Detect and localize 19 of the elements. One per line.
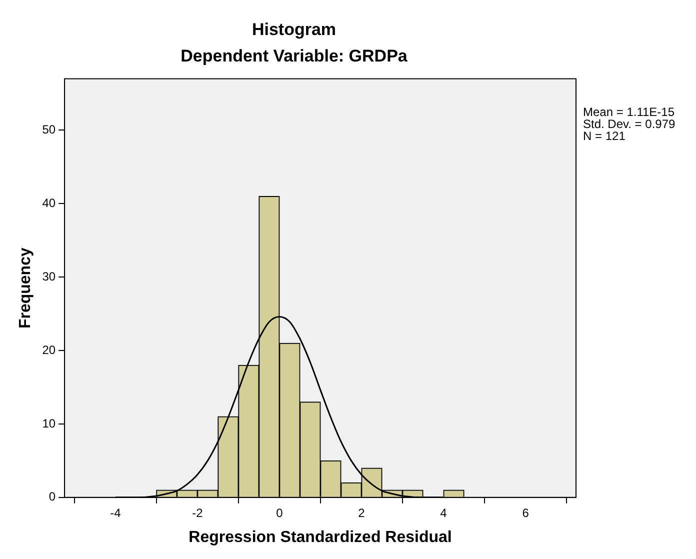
text: Mean = 1.11E-15 — [583, 105, 675, 120]
y-tick-label: 0 — [48, 490, 56, 504]
y-tick-label: 10 — [42, 416, 56, 430]
text: N = 121 — [583, 129, 626, 144]
y-tick-label: 20 — [42, 342, 56, 357]
x-tick-label: -2 — [192, 506, 204, 520]
x-tick-label: 4 — [440, 506, 448, 520]
text: Std. Dev. = 0.979 — [583, 117, 676, 132]
y-tick-label: 50 — [42, 122, 56, 137]
x-tick-label: -4 — [110, 506, 122, 520]
y-axis-title: Frequency — [17, 248, 34, 329]
x-tick-label: 6 — [522, 506, 530, 520]
y-tick-label: 40 — [42, 196, 56, 210]
y-tick-label: 30 — [42, 269, 56, 284]
x-tick-label: 0 — [276, 506, 284, 520]
x-tick-label: 2 — [358, 506, 366, 520]
chart-title: Histogram — [252, 20, 336, 39]
chart-subtitle: Dependent Variable: GRDPa — [180, 46, 408, 66]
x-axis-title: Regression Standardized Residual — [188, 528, 452, 546]
